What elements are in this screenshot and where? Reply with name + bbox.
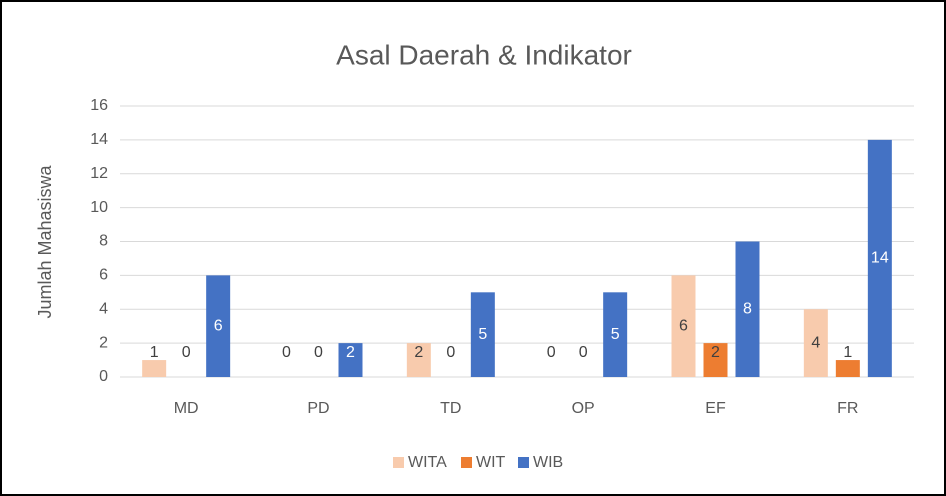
- x-tick-label: MD: [174, 400, 199, 417]
- bar: [703, 343, 728, 377]
- data-label: 0: [446, 344, 455, 361]
- data-label: 1: [150, 344, 159, 361]
- bar: [470, 292, 495, 377]
- bar: [803, 309, 828, 377]
- data-label: 2: [346, 344, 355, 361]
- data-label: 0: [579, 344, 588, 361]
- legend-swatch: [518, 457, 529, 468]
- bar: [603, 292, 628, 377]
- data-label: 1: [843, 344, 852, 361]
- y-tick-label: 0: [99, 368, 108, 385]
- x-tick-label: OP: [572, 400, 595, 417]
- x-tick-label: FR: [837, 400, 858, 417]
- data-label: 6: [214, 317, 223, 334]
- x-tick-label: PD: [307, 400, 329, 417]
- bar: [671, 275, 696, 377]
- data-label: 6: [679, 317, 688, 334]
- bar: [406, 343, 431, 377]
- chart-title: Asal Daerah & Indikator: [336, 39, 632, 70]
- legend-swatch: [393, 457, 404, 468]
- legend-label: WIT: [476, 454, 506, 471]
- x-tick-label: TD: [440, 400, 461, 417]
- data-label: 5: [611, 326, 620, 343]
- y-tick-label: 2: [99, 334, 108, 351]
- data-label: 0: [182, 344, 191, 361]
- data-label: 5: [478, 326, 487, 343]
- data-label: 4: [811, 334, 820, 351]
- legend-swatch: [461, 457, 472, 468]
- y-tick-label: 4: [99, 300, 108, 317]
- data-label: 0: [282, 344, 291, 361]
- x-tick-label: EF: [705, 400, 726, 417]
- bar: [206, 275, 231, 377]
- y-tick-label: 12: [90, 165, 108, 182]
- y-tick-label: 8: [99, 233, 108, 250]
- bar: [835, 360, 860, 377]
- data-label: 0: [314, 344, 323, 361]
- legend-label: WITA: [408, 454, 447, 471]
- data-label: 0: [547, 344, 556, 361]
- y-tick-label: 10: [90, 199, 108, 216]
- y-axis-label: Jumlah Mahasiswa: [35, 164, 55, 318]
- y-tick-label: 14: [90, 131, 108, 148]
- data-label: 8: [743, 300, 752, 317]
- y-tick-label: 6: [99, 267, 108, 284]
- y-tick-label: 16: [90, 97, 108, 114]
- bar: [338, 343, 363, 377]
- bar: [867, 139, 892, 377]
- bar: [142, 360, 167, 377]
- data-label: 14: [871, 250, 889, 267]
- legend-label: WIB: [533, 454, 563, 471]
- data-label: 2: [414, 344, 423, 361]
- bar: [735, 241, 760, 377]
- data-label: 2: [711, 344, 720, 361]
